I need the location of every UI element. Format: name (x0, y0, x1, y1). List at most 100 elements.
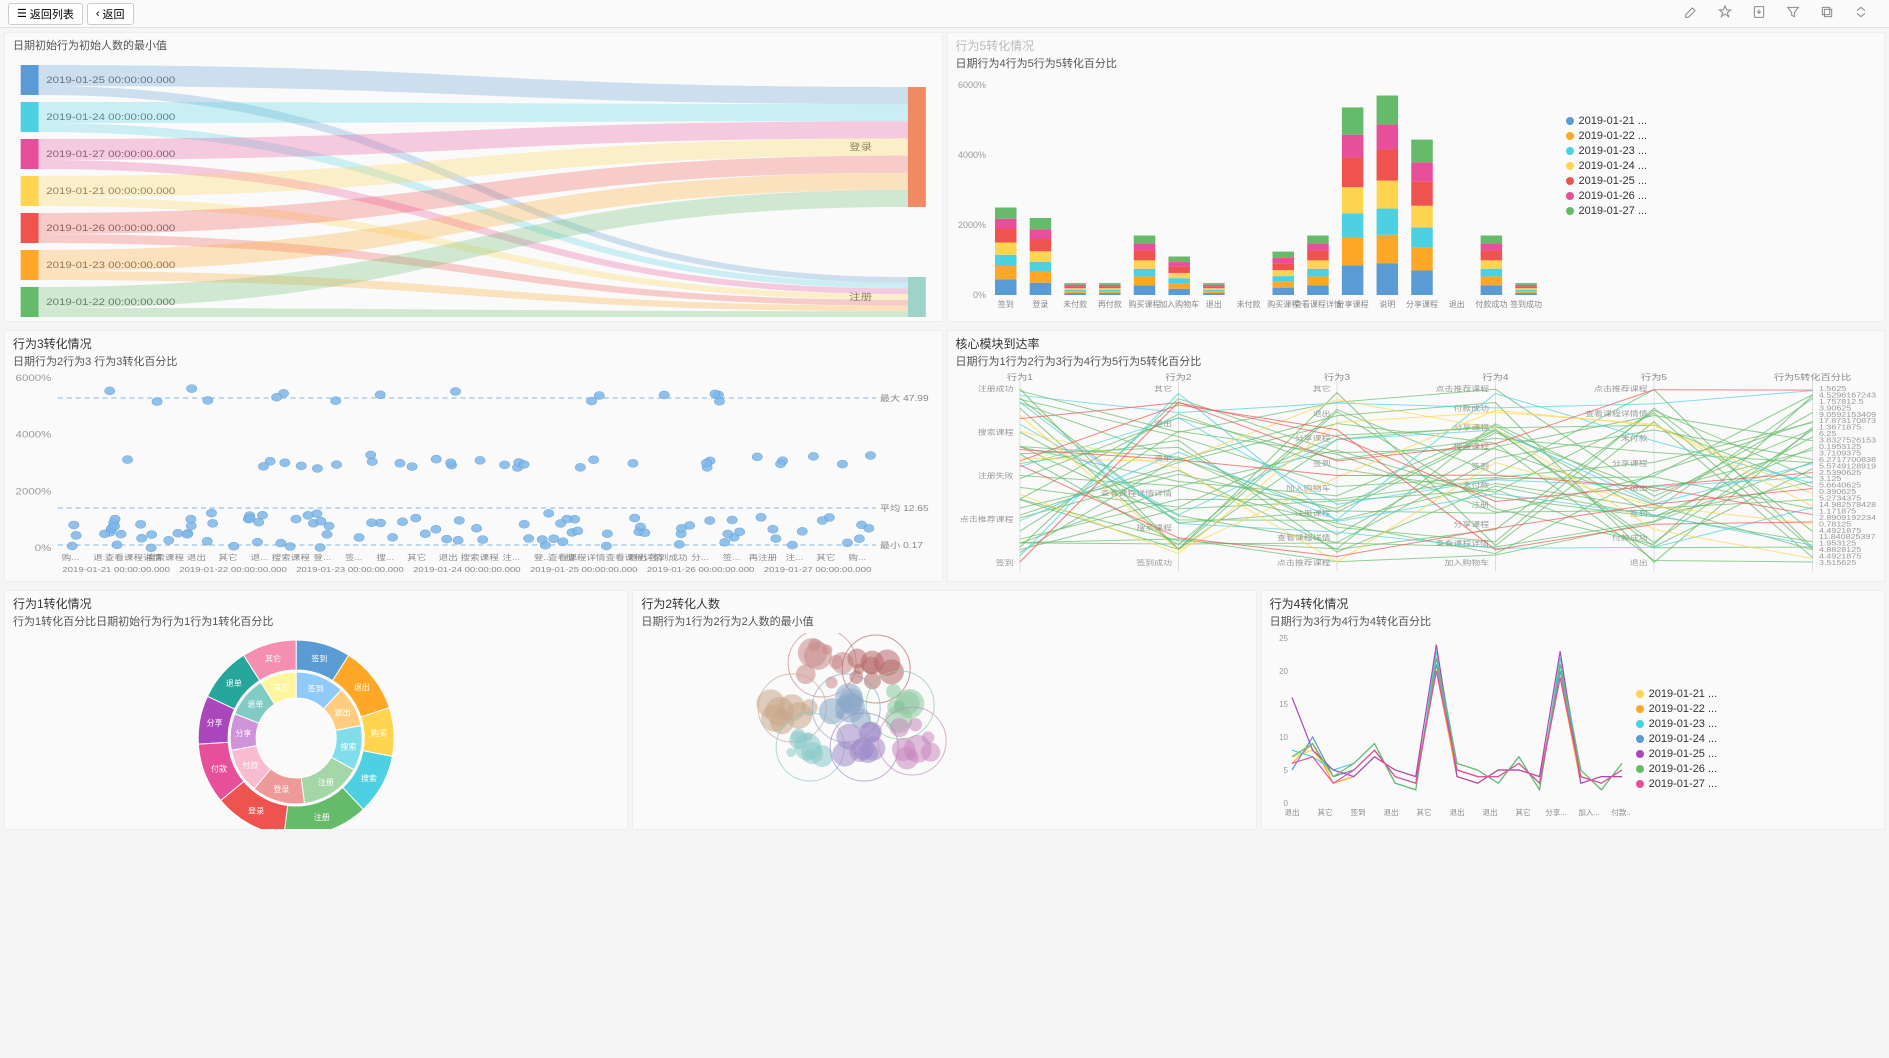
svg-text:登录: 登录 (273, 784, 289, 794)
svg-text:退出: 退出 (1205, 299, 1221, 309)
svg-text:退出: 退出 (1383, 807, 1398, 817)
line-panel: 行为4转化情况 日期行为3行为4行为4转化百分比 0510152025退出其它签… (1261, 590, 1885, 830)
svg-text:2019-01-25 00:00:00.000: 2019-01-25 00:00:00.000 (530, 565, 638, 574)
svg-text:6000%: 6000% (957, 80, 985, 90)
svg-text:签到: 签到 (995, 558, 1013, 567)
svg-text:分享课程: 分享课程 (1336, 299, 1368, 309)
svg-text:4000%: 4000% (957, 150, 985, 160)
back-list-label: 返回列表 (30, 6, 74, 22)
line-sub: 日期行为3行为4行为4转化百分比 (1270, 613, 1876, 629)
svg-text:10: 10 (1279, 733, 1288, 742)
svg-text:退单: 退单 (226, 678, 242, 688)
svg-text:签到成功: 签到成功 (649, 552, 688, 562)
svg-text:2019-01-26 00:00:00.000: 2019-01-26 00:00:00.000 (647, 565, 755, 574)
svg-text:再付款: 再付款 (1097, 299, 1121, 309)
svg-text:5: 5 (1283, 766, 1288, 775)
bubble-title: 行为2转化人数 (641, 595, 1247, 612)
svg-text:退出: 退出 (187, 552, 206, 562)
svg-text:退出: 退出 (1482, 807, 1497, 817)
donut-panel: 行为1转化情况 行为1转化百分比日期初始行为行为1行为1转化百分比 签到退出购买… (4, 590, 628, 830)
bubble-chart[interactable] (641, 633, 1247, 830)
svg-text:其它: 其它 (1416, 807, 1431, 817)
stacked-bar-chart[interactable]: 0%2000%4000%6000%签到登录未付款再付款购买课程加入购物车退出未付… (956, 75, 1556, 322)
svg-text:付款...: 付款... (1611, 807, 1630, 817)
bubble-sub: 日期行为1行为2行为2人数的最小值 (641, 613, 1247, 629)
svg-text:购...: 购... (849, 552, 867, 562)
svg-text:2019-01-24 00:00:00.000: 2019-01-24 00:00:00.000 (413, 565, 521, 574)
parallel-chart[interactable]: 行为1注册成功搜索课程注册失败点击推荐课程签到行为2其它退出退单查看课程详情详情… (956, 373, 1877, 582)
svg-text:购买: 购买 (371, 728, 387, 738)
svg-text:退出: 退出 (1449, 807, 1464, 817)
copy-icon[interactable] (1819, 4, 1835, 24)
svg-text:20: 20 (1279, 667, 1288, 676)
svg-text:购...: 购... (62, 552, 80, 562)
svg-text:点击推荐课程: 点击推荐课程 (1594, 384, 1648, 393)
svg-text:注册失败: 注册失败 (977, 471, 1013, 480)
filter-icon[interactable] (1785, 4, 1801, 24)
svg-text:退出: 退出 (335, 707, 351, 717)
svg-text:0%: 0% (35, 544, 52, 554)
star-icon[interactable] (1717, 4, 1733, 24)
stacked-faded-title: 行为5转化情况 (956, 37, 1877, 54)
donut-chart[interactable]: 签到退出购买搜索注册登录付款分享退单其它签到退出搜索注册登录付款分享退单其它 (13, 633, 619, 830)
svg-text:点击推荐课程: 点击推荐课程 (1435, 384, 1489, 393)
svg-text:行为4: 行为4 (1482, 373, 1508, 382)
line-chart[interactable]: 0510152025退出其它签到退出其它退出退出其它分享...加入...付款..… (1270, 633, 1630, 828)
svg-text:签...: 签... (345, 552, 363, 562)
svg-text:加入购物车: 加入购物车 (1159, 299, 1199, 309)
svg-text:付款成功: 付款成功 (1475, 299, 1507, 309)
svg-text:2019-01-23 00:00:00.000: 2019-01-23 00:00:00.000 (296, 565, 404, 574)
scatter-chart[interactable]: 0%2000%4000%6000%最大 47.99平均 12.65最小 0.17… (13, 373, 934, 582)
svg-text:签...: 签... (723, 552, 741, 562)
svg-text:2019-01-21 00:00:00.000: 2019-01-21 00:00:00.000 (62, 565, 170, 574)
svg-text:再注册: 再注册 (749, 552, 778, 562)
svg-text:未付款: 未付款 (1236, 299, 1260, 309)
svg-text:购买课程: 购买课程 (1128, 299, 1160, 309)
svg-text:最大 47.99: 最大 47.99 (880, 393, 929, 403)
collapse-icon[interactable] (1853, 4, 1869, 24)
svg-text:说明: 说明 (1379, 299, 1395, 309)
svg-text:查看课程详情: 查看课程详情 (1277, 533, 1331, 542)
svg-text:6000%: 6000% (16, 374, 52, 384)
svg-text:3.515625: 3.515625 (1818, 559, 1856, 567)
svg-text:搜索: 搜索 (341, 741, 357, 751)
svg-text:分享...: 分享... (1545, 807, 1566, 817)
svg-text:搜索课程: 搜索课程 (460, 552, 499, 562)
svg-text:其它: 其它 (1515, 807, 1530, 817)
svg-text:注册: 注册 (318, 777, 334, 787)
svg-text:签到: 签到 (997, 299, 1013, 309)
svg-text:退出: 退出 (1629, 558, 1647, 567)
svg-text:付款: 付款 (211, 764, 227, 774)
svg-text:15: 15 (1279, 700, 1288, 709)
svg-text:退出: 退出 (627, 552, 646, 562)
svg-text:加入...: 加入... (1578, 807, 1599, 817)
edit-icon[interactable] (1683, 4, 1699, 24)
scatter-sub: 日期行为2行为3 行为3转化百分比 (13, 353, 934, 369)
back-button[interactable]: ‹返回 (87, 3, 134, 25)
svg-text:未付款: 未付款 (1063, 299, 1087, 309)
scatter-title: 行为3转化情况 (13, 335, 934, 352)
svg-text:注...: 注... (786, 552, 804, 562)
sankey-panel: 日期初始行为初始人数的最小值 2019-01-25 00:00:00.00020… (4, 32, 943, 322)
parallel-panel: 核心模块到达率 日期行为1行为2行为3行为4行为5行为5转化百分比 行为1注册成… (947, 330, 1886, 582)
svg-text:2019-01-22 00:00:00.000: 2019-01-22 00:00:00.000 (179, 565, 287, 574)
back-list-button[interactable]: ☰返回列表 (8, 3, 83, 25)
export-icon[interactable] (1751, 4, 1767, 24)
svg-text:行为2: 行为2 (1165, 373, 1191, 382)
donut-title: 行为1转化情况 (13, 595, 619, 612)
svg-text:其它: 其它 (816, 552, 835, 562)
svg-text:搜索课程: 搜索课程 (272, 552, 311, 562)
svg-text:25: 25 (1279, 634, 1288, 643)
svg-text:登录: 登录 (248, 806, 264, 816)
svg-text:2019-01-27 00:00:00.000: 2019-01-27 00:00:00.000 (764, 565, 872, 574)
svg-text:4000%: 4000% (16, 431, 52, 441)
svg-text:退...: 退... (251, 553, 269, 562)
sankey-title: 日期初始行为初始人数的最小值 (13, 37, 934, 53)
parallel-sub: 日期行为1行为2行为3行为4行为5行为5转化百分比 (956, 353, 1877, 369)
svg-text:其它: 其它 (1154, 384, 1172, 393)
svg-text:退出: 退出 (1448, 299, 1464, 309)
svg-text:其它: 其它 (265, 653, 281, 663)
svg-text:其它: 其它 (273, 682, 289, 692)
sankey-chart[interactable]: 2019-01-25 00:00:00.0002019-01-24 00:00:… (13, 57, 934, 322)
svg-text:行为1: 行为1 (1006, 373, 1032, 382)
